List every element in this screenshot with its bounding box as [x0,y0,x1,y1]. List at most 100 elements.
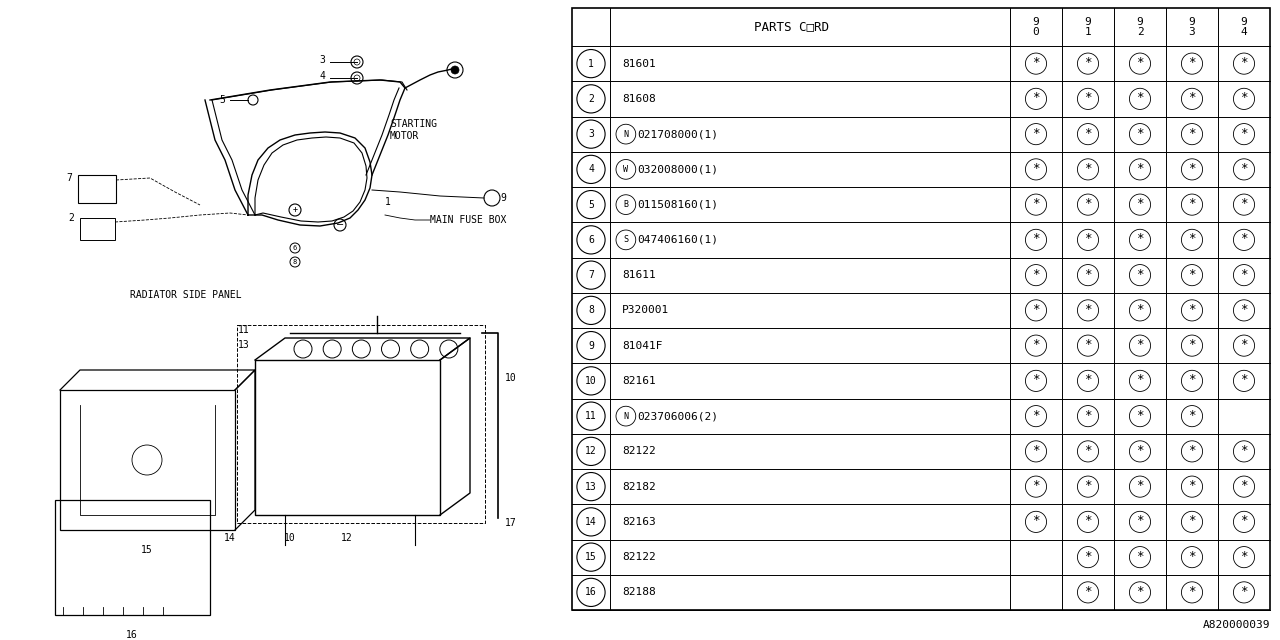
Text: A820000039: A820000039 [1202,620,1270,630]
Text: 81611: 81611 [622,270,655,280]
Text: *: * [1032,515,1039,527]
Text: *: * [1137,162,1144,175]
Bar [79,218,115,240]
Text: 9
1: 9 1 [1084,17,1092,37]
Text: *: * [1084,479,1092,492]
Text: 13: 13 [585,482,596,492]
Text: 11: 11 [585,411,596,421]
Text: 82182: 82182 [622,482,655,492]
Text: 6: 6 [588,235,594,245]
Text: *: * [1188,127,1196,140]
Text: *: * [1240,338,1248,351]
Text: N: N [623,130,628,139]
Text: *: * [1084,408,1092,422]
Text: *: * [1084,373,1092,387]
Text: MAIN FUSE BOX: MAIN FUSE BOX [430,215,507,225]
Circle shape [451,66,460,74]
Text: *: * [1188,515,1196,527]
Text: *: * [1032,373,1039,387]
Bar [60,390,236,530]
Text: *: * [1084,338,1092,351]
Text: *: * [1137,444,1144,457]
Text: 9: 9 [500,193,506,203]
Bar [78,175,116,203]
Text: 8: 8 [293,259,297,265]
Text: 9
2: 9 2 [1137,17,1143,37]
Text: *: * [1240,373,1248,387]
Text: 9
0: 9 0 [1033,17,1039,37]
Text: −: − [335,220,344,230]
Text: 4: 4 [319,71,325,81]
Text: *: * [1240,162,1248,175]
Text: *: * [1084,268,1092,280]
Text: *: * [1084,232,1092,245]
Text: 3: 3 [588,129,594,139]
Text: *: * [1137,127,1144,140]
Text: *: * [1188,408,1196,422]
Text: *: * [1188,550,1196,563]
Text: P320001: P320001 [622,305,669,316]
Text: *: * [1240,479,1248,492]
Text: 2: 2 [68,213,74,223]
Text: *: * [1240,585,1248,598]
Text: *: * [1240,444,1248,457]
Text: *: * [1084,92,1092,104]
Text: 11: 11 [238,325,250,335]
Text: 9
4: 9 4 [1240,17,1248,37]
Text: *: * [1188,585,1196,598]
Text: *: * [1188,444,1196,457]
Text: *: * [1137,550,1144,563]
Text: *: * [1240,56,1248,69]
Text: *: * [1137,268,1144,280]
Text: 9: 9 [588,340,594,351]
Text: *: * [1032,268,1039,280]
Text: *: * [1084,550,1092,563]
Text: 10: 10 [585,376,596,386]
Text: *: * [1240,268,1248,280]
Text: *: * [1032,92,1039,104]
Bar [572,8,1270,610]
Text: *: * [1240,92,1248,104]
Bar [55,500,210,615]
Text: STARTING
MOTOR: STARTING MOTOR [390,119,436,141]
Text: *: * [1032,303,1039,316]
Text: *: * [1188,268,1196,280]
Text: *: * [1032,127,1039,140]
Text: 14: 14 [224,533,236,543]
Text: 16: 16 [585,588,596,597]
Text: 10: 10 [506,373,517,383]
Text: W: W [623,165,628,174]
Text: *: * [1032,338,1039,351]
Text: *: * [1240,197,1248,210]
Text: *: * [1188,338,1196,351]
Text: 3: 3 [319,55,325,65]
Text: 12: 12 [585,446,596,456]
Text: 82122: 82122 [622,552,655,562]
Text: *: * [1240,515,1248,527]
Text: 16: 16 [127,630,138,640]
Text: *: * [1188,197,1196,210]
Text: RADIATOR SIDE PANEL: RADIATOR SIDE PANEL [131,290,242,300]
Text: 15: 15 [585,552,596,562]
Text: 17: 17 [506,518,517,528]
Text: 7: 7 [67,173,72,183]
Text: *: * [1084,444,1092,457]
Text: 023706006(2): 023706006(2) [637,411,719,421]
Text: 10: 10 [284,533,296,543]
Text: 13: 13 [238,340,250,350]
Text: +: + [293,205,297,214]
Text: 14: 14 [585,517,596,527]
Text: *: * [1084,585,1092,598]
Text: *: * [1137,303,1144,316]
Text: *: * [1137,408,1144,422]
Text: 2: 2 [588,94,594,104]
Text: *: * [1032,56,1039,69]
Text: PARTS C□RD: PARTS C□RD [754,20,828,33]
Text: 047406160(1): 047406160(1) [637,235,719,245]
Text: 15: 15 [141,545,152,555]
Text: 021708000(1): 021708000(1) [637,129,719,139]
Text: 82163: 82163 [622,517,655,527]
Text: *: * [1188,303,1196,316]
Text: 1: 1 [588,59,594,68]
Text: *: * [1240,550,1248,563]
